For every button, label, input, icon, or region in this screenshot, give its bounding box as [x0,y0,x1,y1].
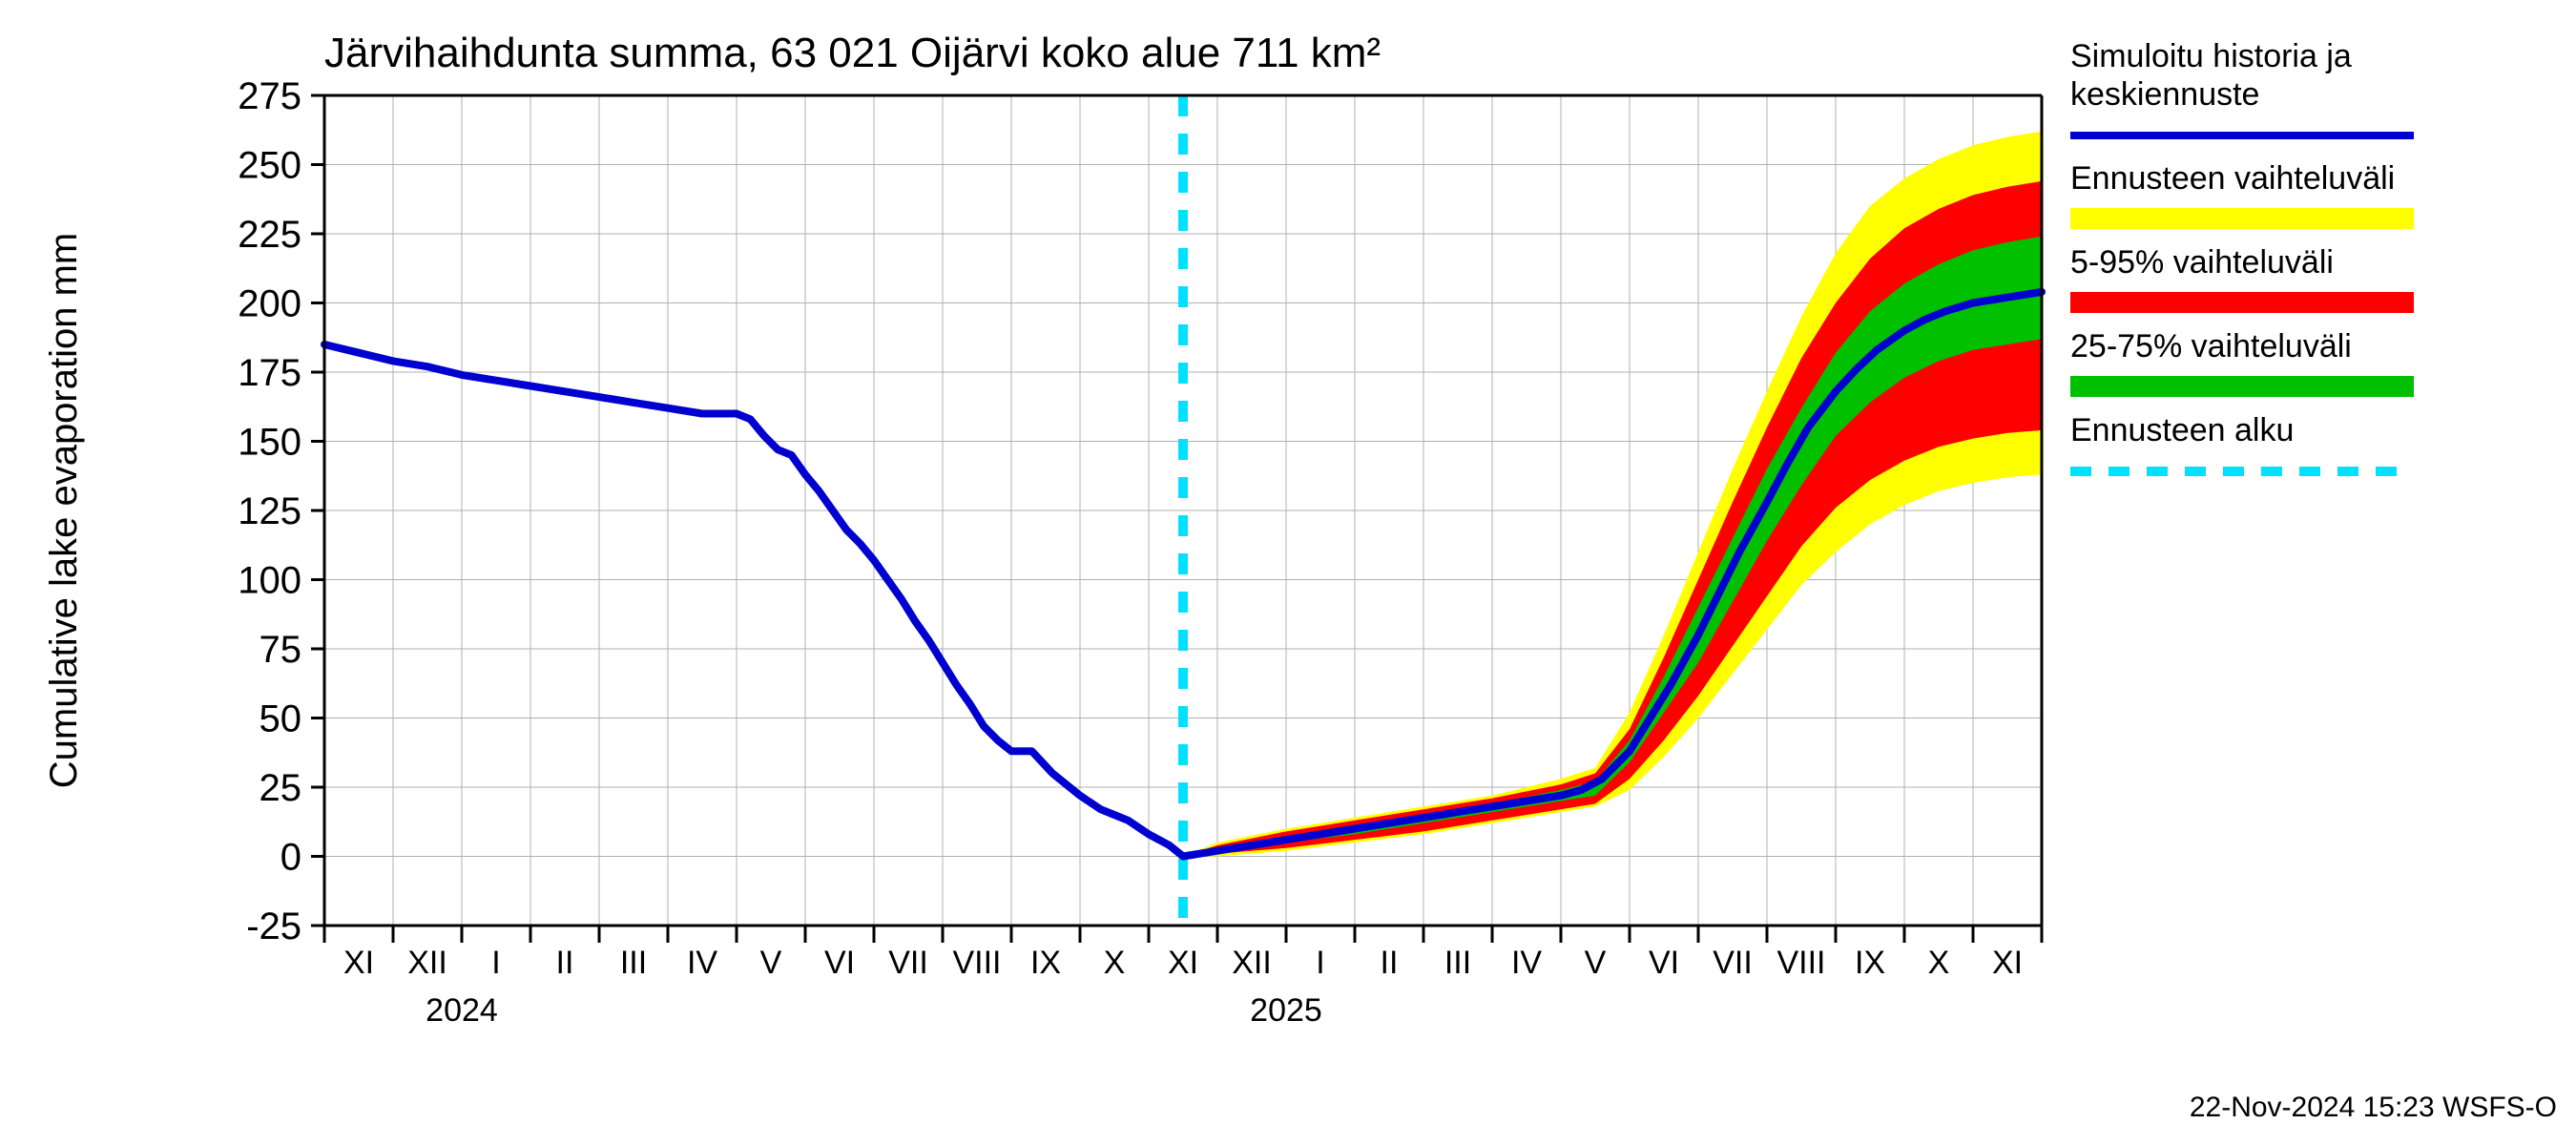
y-tick-label: 275 [238,75,301,117]
month-label: VII [888,945,928,981]
legend-swatch-band [2070,208,2414,229]
chart-svg: Järvihaihdunta summa, 63 021 Oijärvi kok… [0,0,2576,1145]
month-label: IX [1855,945,1885,981]
legend-label: Ennusteen alku [2070,412,2294,448]
y-tick-label: 175 [238,352,301,394]
legend-label: 25-75% vaihteluväli [2070,328,2352,364]
y-tick-label: 75 [260,629,302,671]
year-label: 2025 [1250,992,1322,1029]
month-label: II [1381,945,1399,981]
legend-swatch-band [2070,292,2414,313]
footer-timestamp: 22-Nov-2024 15:23 WSFS-O [2190,1092,2557,1123]
legend-label: 5-95% vaihteluväli [2070,244,2334,281]
y-tick-label: 200 [238,283,301,325]
legend-label: Simuloitu historia ja [2070,38,2352,74]
y-tick-label: 25 [260,767,302,809]
month-label: XII [407,945,447,981]
month-label: II [556,945,574,981]
legend-label: keskiennuste [2070,76,2259,113]
month-label: XI [1992,945,2023,981]
month-label: VI [824,945,855,981]
month-label: X [1928,945,1950,981]
month-label: X [1104,945,1126,981]
y-tick-label: 125 [238,490,301,532]
month-label: III [620,945,647,981]
month-label: VIII [952,945,1001,981]
month-label: IV [687,945,717,981]
month-label: IV [1511,945,1542,981]
month-label: XII [1232,945,1272,981]
month-label: V [1585,945,1607,981]
y-tick-label: 100 [238,560,301,602]
month-label: VIII [1776,945,1825,981]
month-label: VI [1649,945,1679,981]
y-tick-label: 0 [280,837,301,879]
month-label: XI [1168,945,1198,981]
month-label: VII [1713,945,1753,981]
chart-container: Järvihaihdunta summa, 63 021 Oijärvi kok… [0,0,2576,1145]
month-label: XI [343,945,374,981]
legend-label: Ennusteen vaihteluväli [2070,160,2395,197]
month-label: III [1444,945,1471,981]
month-label: I [491,945,500,981]
y-tick-label: 50 [260,698,302,740]
month-label: I [1316,945,1324,981]
y-tick-label: 225 [238,214,301,256]
chart-title: Järvihaihdunta summa, 63 021 Oijärvi kok… [324,30,1381,76]
legend-swatch-band [2070,376,2414,397]
month-label: V [760,945,782,981]
year-label: 2024 [426,992,498,1029]
y-tick-label: 250 [238,145,301,187]
y-tick-label: 150 [238,422,301,464]
y-axis-label: Cumulative lake evaporation mm [43,233,85,788]
month-label: IX [1030,945,1061,981]
y-tick-label: -25 [246,906,301,947]
